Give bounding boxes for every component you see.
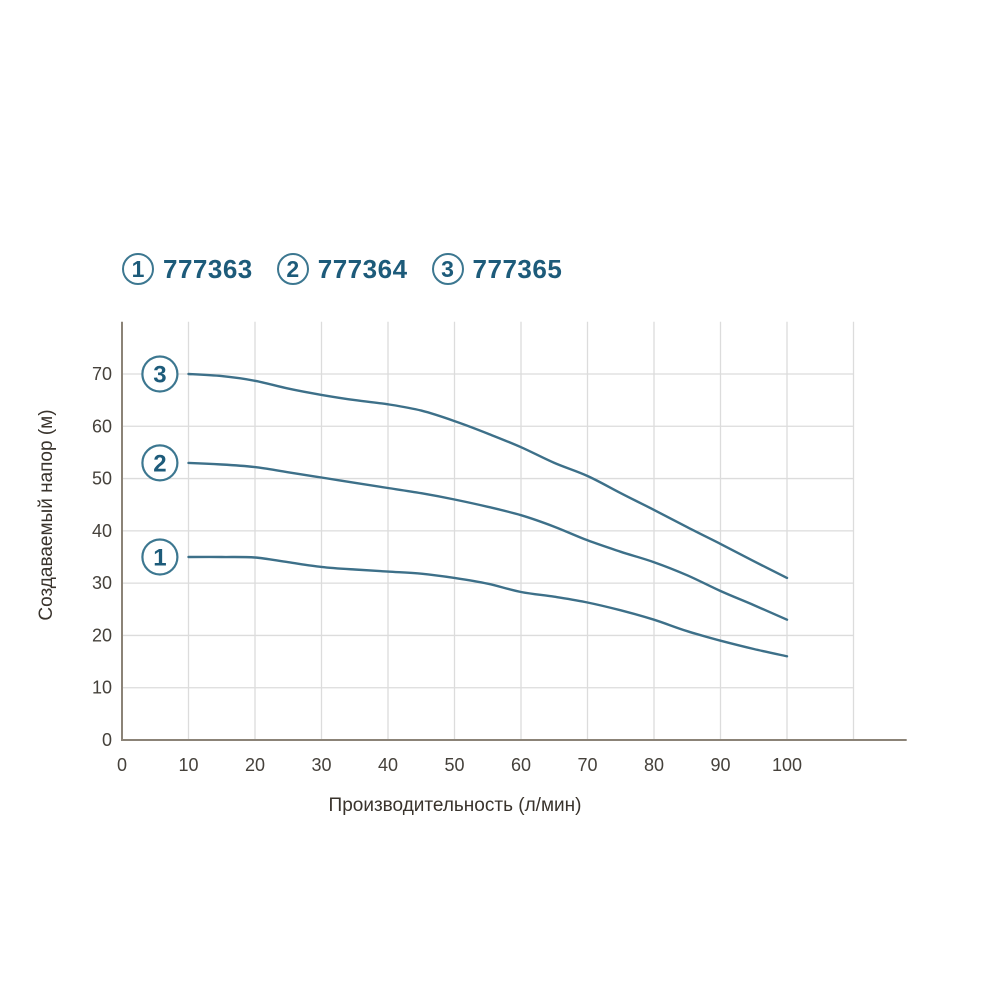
x-tick-label: 20: [245, 755, 265, 775]
legend-badge-2-icon: 2: [276, 253, 309, 285]
x-tick-label: 0: [117, 755, 127, 775]
x-axis-title: Производительность (л/мин): [328, 795, 582, 816]
y-tick-label: 20: [92, 625, 112, 645]
legend-label-777364: 777364: [317, 253, 408, 284]
x-tick-label: 50: [444, 755, 464, 775]
y-tick-label: 60: [92, 416, 112, 436]
series-777364-curve: [187, 461, 789, 621]
legend-label-777365: 777365: [472, 253, 563, 284]
series-777363-badge-icon: [141, 538, 179, 576]
series-777365-badge-icon: [141, 355, 179, 393]
legend-badge-1-icon: 1: [122, 253, 154, 285]
legend-item-777364: 2 777364: [276, 253, 408, 285]
y-tick-label: 0: [102, 730, 112, 750]
x-tick-label: 90: [710, 755, 730, 775]
x-tick-label: 80: [644, 755, 664, 775]
legend-item-777363: 1 777363: [122, 253, 253, 285]
series-777365-badge-number: 3: [153, 361, 166, 388]
legend: 1 777363 2 777364 3 777365: [122, 253, 562, 285]
x-tick-label: 60: [511, 755, 531, 775]
series-777365-curve: [187, 372, 789, 580]
x-tick-label: 30: [311, 755, 331, 775]
x-tick-label: 100: [772, 755, 802, 775]
legend-label-777363: 777363: [163, 253, 253, 284]
y-tick-label: 10: [92, 678, 112, 698]
x-tick-label: 40: [378, 755, 398, 775]
series-777363-curve: [187, 555, 789, 658]
legend-item-777365: 3 777365: [431, 253, 563, 285]
legend-badge-3-icon: 3: [431, 253, 464, 285]
x-tick-label: 70: [577, 755, 597, 775]
y-tick-label: 40: [92, 521, 112, 541]
y-tick-label: 70: [92, 364, 112, 384]
x-tick-label: 10: [178, 755, 198, 775]
y-tick-label: 50: [92, 469, 112, 489]
series-777364-badge-icon: [141, 444, 179, 482]
series-777364-badge-number: 2: [153, 450, 166, 477]
series-777363-badge-number: 1: [153, 544, 166, 571]
y-tick-label: 30: [92, 573, 112, 593]
